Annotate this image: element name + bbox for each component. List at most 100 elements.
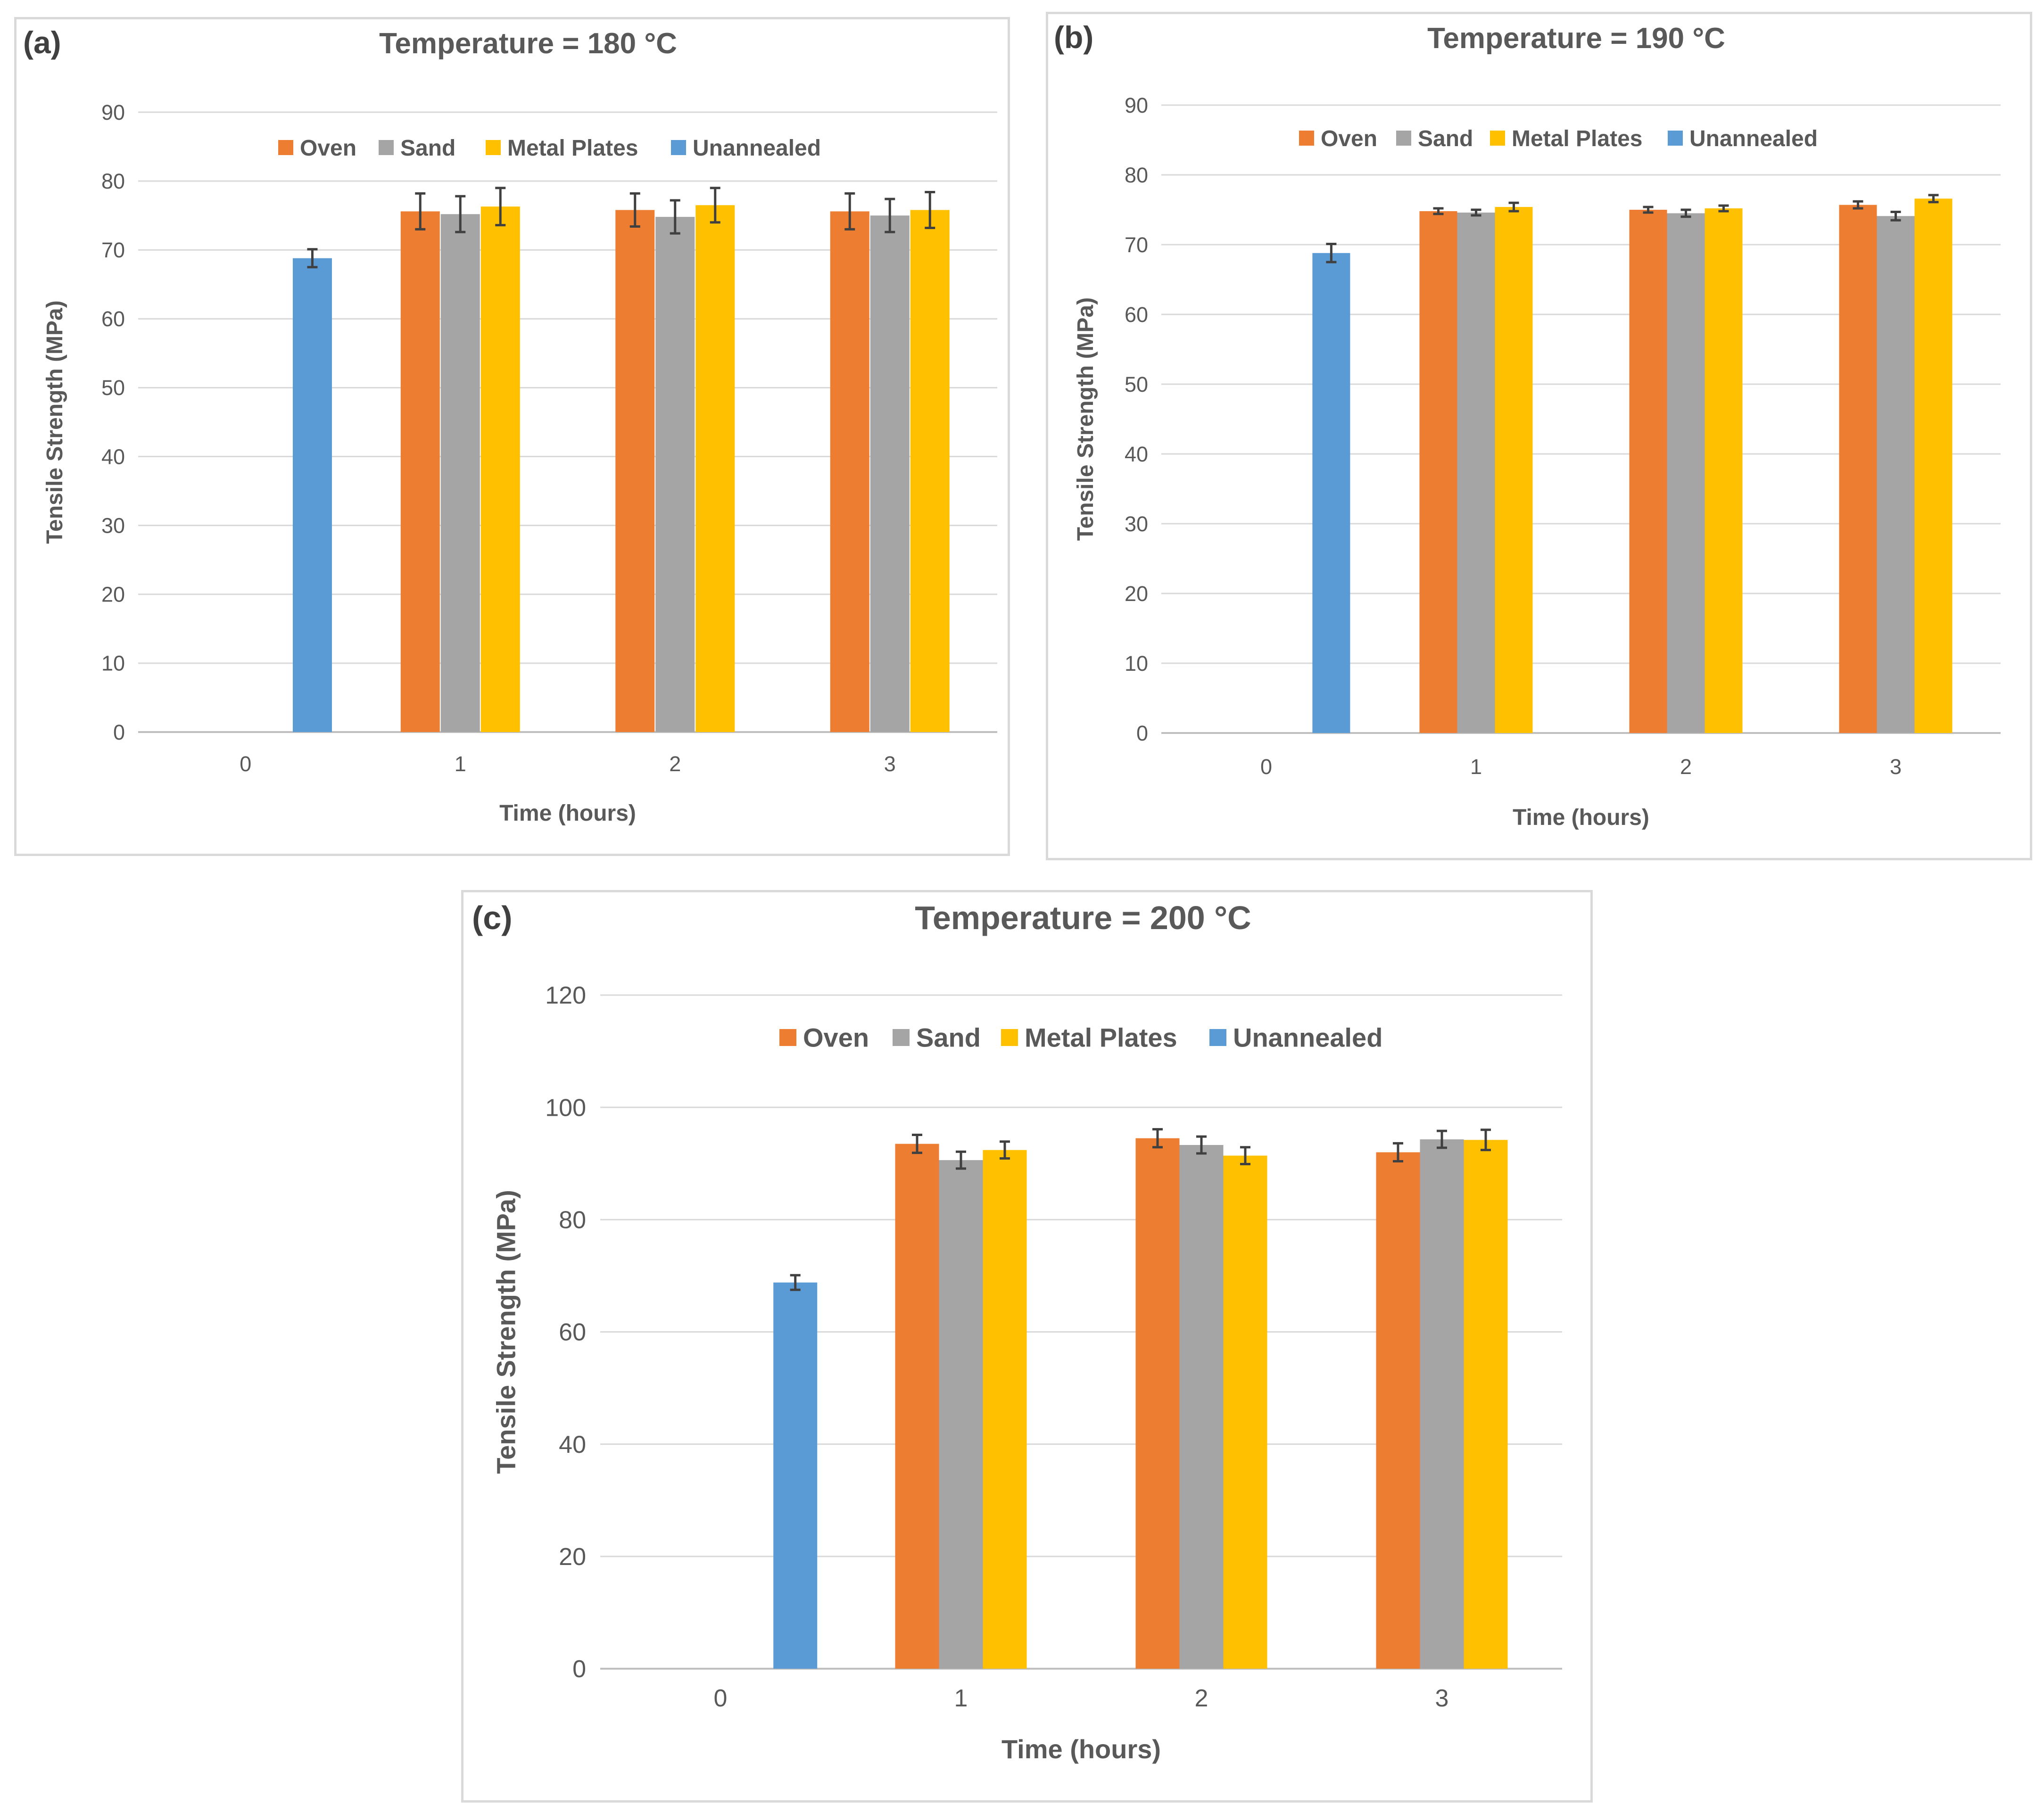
- bar-oven-t2: [1629, 210, 1667, 733]
- error-bar-sand-t3: [1890, 210, 1901, 222]
- bar-sand-t1: [939, 1160, 983, 1669]
- y-tick-label: 120: [545, 982, 586, 1009]
- bar-sand-t3: [1877, 216, 1915, 733]
- bar-oven-t3: [830, 211, 869, 732]
- bar-metal-plates-t1: [480, 206, 520, 732]
- panel-label: (a): [23, 25, 61, 60]
- chart-title: Temperature = 200 °C: [915, 899, 1251, 936]
- y-tick-label: 80: [559, 1207, 586, 1234]
- legend-swatch-unannealed: [671, 140, 686, 155]
- error-bar-sand-t1: [1471, 208, 1481, 217]
- error-bar-sand-t2: [670, 199, 680, 235]
- legend-label-oven: Oven: [300, 136, 356, 161]
- x-tick-label: 3: [1435, 1685, 1449, 1712]
- x-tick-label: 1: [1470, 755, 1482, 779]
- y-tick-label: 80: [101, 169, 125, 193]
- y-tick-label: 0: [113, 720, 125, 744]
- bar-metal-plates-t3: [1914, 198, 1953, 733]
- error-bar-oven-t3: [844, 192, 855, 231]
- x-axis-label: Time (hours): [1001, 1734, 1161, 1764]
- error-bar-unannealed-t0: [307, 248, 318, 269]
- x-axis-label: Time (hours): [1513, 805, 1649, 830]
- legend-label-metal-plates: Metal Plates: [1025, 1023, 1177, 1053]
- error-bar-metal-plates-t2: [1240, 1146, 1250, 1165]
- bar-sand-t3: [870, 215, 910, 733]
- legend-swatch-metal-plates: [1001, 1029, 1018, 1046]
- y-tick-label: 0: [1136, 721, 1148, 745]
- error-bar-metal-plates-t1: [495, 187, 506, 227]
- x-tick-label: 0: [240, 752, 251, 776]
- bar-metal-plates-t1: [1495, 207, 1533, 733]
- bar-oven-t3: [1376, 1152, 1420, 1669]
- y-tick-label: 20: [1125, 582, 1148, 606]
- error-bar-oven-t3: [1393, 1142, 1403, 1162]
- legend-label-sand: Sand: [400, 136, 455, 161]
- legend-swatch-sand: [893, 1029, 910, 1046]
- panel-label: (c): [472, 899, 513, 936]
- bar-oven-t1: [400, 211, 440, 732]
- legend-swatch-oven: [278, 140, 293, 155]
- legend-swatch-oven: [1299, 131, 1314, 146]
- chart-svg-a: (a) Temperature = 180 °C01020304050607080…: [23, 25, 997, 826]
- error-bar-metal-plates-t2: [1718, 204, 1729, 213]
- bar-unannealed-t0: [773, 1282, 818, 1669]
- error-bar-sand-t3: [1437, 1129, 1447, 1149]
- legend-swatch-metal-plates: [1490, 131, 1505, 146]
- bar-oven-t2: [1135, 1138, 1180, 1669]
- error-bar-oven-t2: [1152, 1128, 1163, 1149]
- y-tick-label: 100: [545, 1094, 586, 1121]
- bar-metal-plates-t3: [910, 210, 950, 732]
- y-tick-label: 50: [101, 376, 125, 400]
- error-bar-oven-t1: [1433, 207, 1444, 215]
- bar-sand-t2: [1667, 213, 1705, 733]
- x-tick-label: 2: [1195, 1685, 1208, 1712]
- x-tick-label: 2: [669, 752, 681, 776]
- bar-oven-t3: [1839, 205, 1877, 733]
- error-bar-sand-t1: [956, 1150, 966, 1170]
- chart-svg-b: (b) Temperature = 190 °C01020304050607080…: [1054, 20, 2001, 830]
- y-axis-label: Tensile Strength (MPa): [491, 1190, 521, 1474]
- bar-metal-plates-t2: [1705, 208, 1743, 733]
- x-axis-label: Time (hours): [499, 801, 636, 826]
- y-tick-label: 60: [101, 307, 125, 331]
- bar-sand-t3: [1420, 1139, 1464, 1669]
- legend-label-oven: Oven: [1321, 126, 1377, 151]
- chart-svg-c: (c) Temperature = 200 °C 0 20 40 60 80 100 120 0 1…: [472, 899, 1562, 1764]
- legend-label-oven: Oven: [803, 1023, 869, 1053]
- legend-label-metal-plates: Metal Plates: [1512, 126, 1642, 151]
- bar-sand-t1: [440, 214, 480, 733]
- y-tick-label: 40: [101, 445, 125, 469]
- legend-swatch-oven: [779, 1029, 796, 1046]
- y-tick-label: 10: [1125, 651, 1148, 675]
- error-bar-oven-t3: [1853, 200, 1863, 210]
- bar-metal-plates-t1: [983, 1150, 1027, 1669]
- bar-metal-plates-t2: [1223, 1155, 1267, 1669]
- y-tick-label: 80: [1125, 163, 1148, 187]
- y-tick-label: 60: [1125, 303, 1148, 327]
- y-tick-label: 30: [101, 513, 125, 537]
- panel-label: (b): [1054, 20, 1093, 55]
- x-tick-label: 1: [455, 752, 466, 776]
- legend-swatch-unannealed: [1209, 1029, 1226, 1046]
- chart-panel-c: (c) Temperature = 200 °C 0 20 40 60 80 100 120 0 1…: [461, 890, 1593, 1803]
- y-axis-label: Tensile Strength (MPa): [42, 300, 67, 544]
- y-tick-label: 10: [101, 651, 125, 675]
- legend-label-metal-plates: Metal Plates: [507, 136, 638, 161]
- x-tick-label: 3: [884, 752, 896, 776]
- bar-unannealed-t0: [1312, 253, 1350, 733]
- error-bar-sand-t2: [1680, 208, 1691, 218]
- error-bar-metal-plates-t2: [710, 187, 720, 224]
- error-bar-metal-plates-t3: [1481, 1128, 1491, 1152]
- bar-oven-t1: [895, 1144, 939, 1669]
- legend-label-unannealed: Unannealed: [1689, 126, 1818, 151]
- bar-sand-t1: [1457, 212, 1495, 733]
- x-tick-label: 1: [954, 1685, 968, 1712]
- bar-oven-t1: [1419, 211, 1457, 733]
- x-tick-label: 0: [1260, 755, 1272, 779]
- legend-label-sand: Sand: [1418, 126, 1473, 151]
- error-bar-unannealed-t0: [790, 1274, 801, 1291]
- legend-swatch-metal-plates: [486, 140, 501, 155]
- chart-title: Temperature = 190 °C: [1427, 22, 1725, 55]
- error-bar-sand-t1: [455, 195, 466, 233]
- chart-panel-b: (b) Temperature = 190 °C 0 10 20 30 40 50 60 70 80…: [1046, 12, 2032, 860]
